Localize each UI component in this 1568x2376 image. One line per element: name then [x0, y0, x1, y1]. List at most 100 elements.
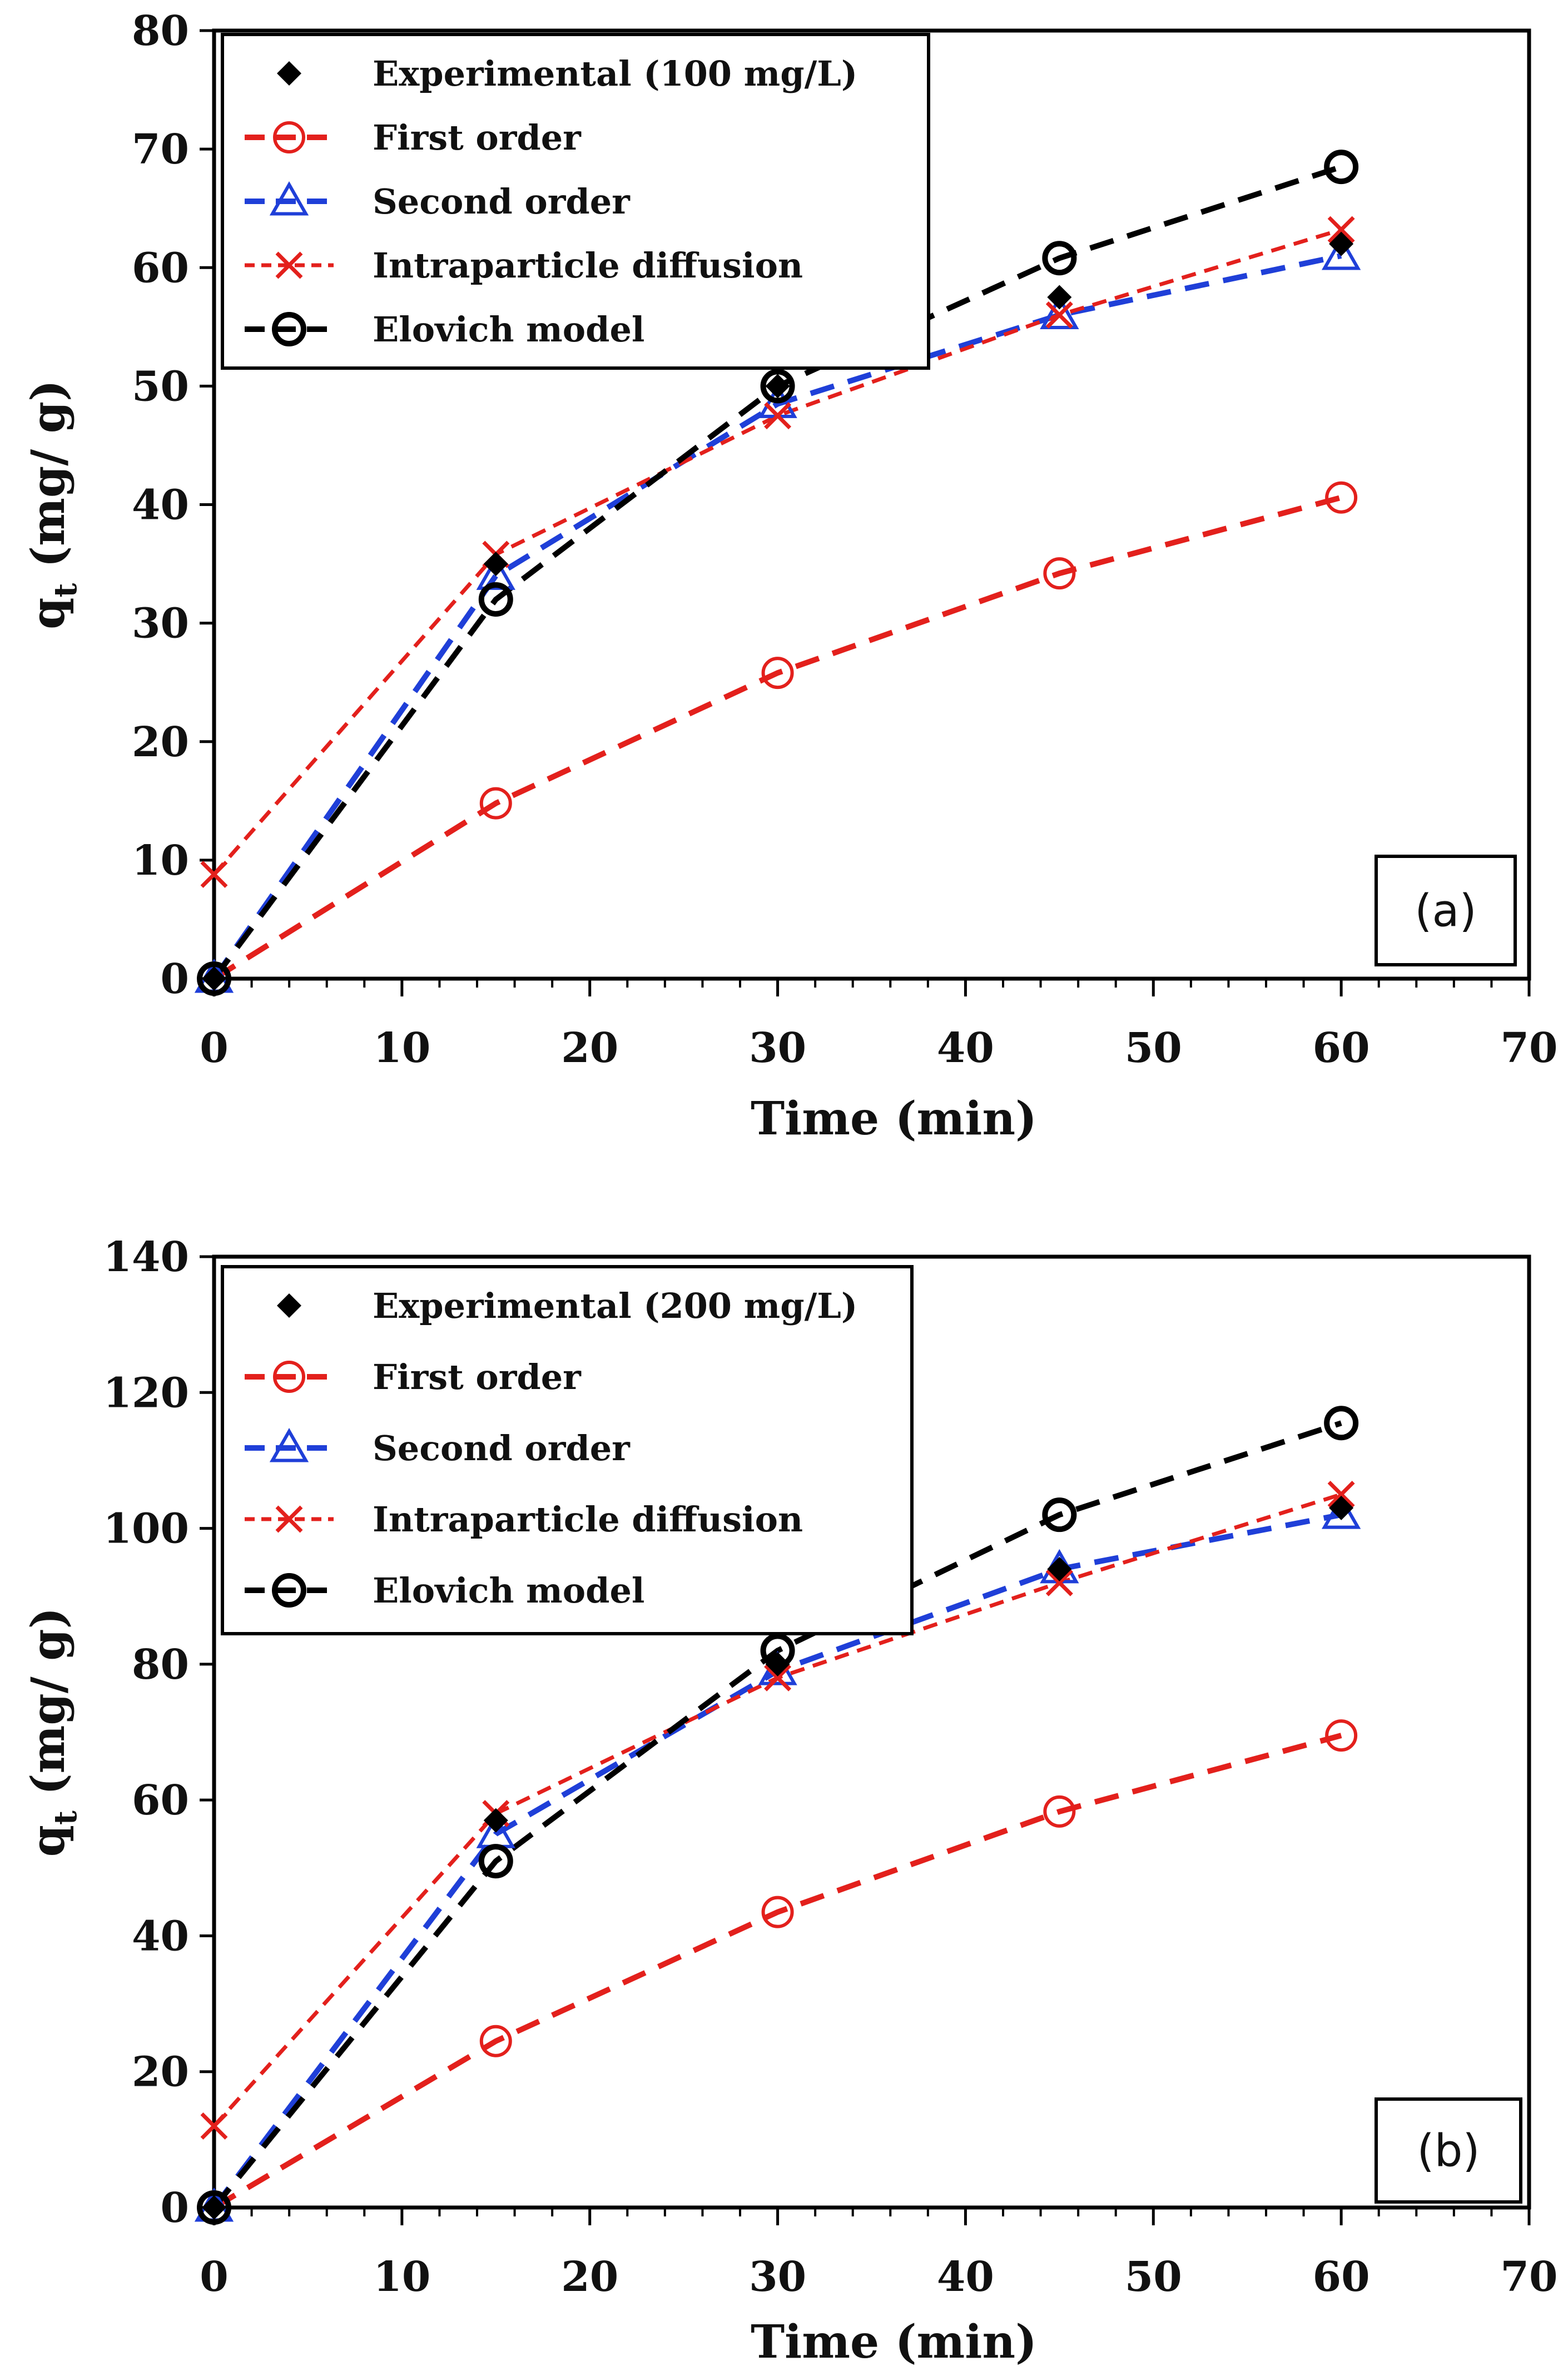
legend-marker-3 — [275, 251, 303, 279]
y-axis-symbol: q — [22, 598, 75, 629]
series-4-point — [478, 1844, 513, 1879]
legend-marker-0 — [277, 1293, 301, 1318]
legend-label-3: Intraparticle diffusion — [373, 1499, 803, 1540]
y-tick-label: 60 — [132, 244, 189, 292]
series-0-point — [1329, 231, 1354, 256]
y-tick-label: 40 — [132, 1912, 189, 1960]
legend-marker-4 — [272, 1573, 306, 1608]
series-3-point — [1327, 1481, 1355, 1508]
legend-label-0: Experimental (100 mg/L) — [373, 53, 857, 94]
series-1-point — [1325, 481, 1358, 514]
series-4-point — [478, 582, 513, 617]
x-tick-label: 60 — [1313, 1024, 1370, 1072]
series-1-point — [479, 787, 512, 820]
x-tick-label: 40 — [937, 1024, 994, 1072]
series-4-point — [1042, 1497, 1077, 1532]
y-axis-symbol: q — [22, 1825, 75, 1857]
y-tick-label: 40 — [132, 482, 189, 529]
y-tick-label: 0 — [161, 2184, 190, 2232]
y-tick-label: 20 — [132, 2048, 189, 2096]
series-0-point — [1329, 1495, 1354, 1520]
x-tick-label: 0 — [200, 1024, 229, 1072]
y-tick-label: 20 — [132, 718, 189, 766]
x-tick-label: 50 — [1125, 1024, 1182, 1072]
x-axis-title: Time (min) — [751, 2315, 1037, 2369]
x-tick-label: 70 — [1501, 2253, 1558, 2301]
y-tick-label: 80 — [132, 7, 189, 55]
y-tick-label: 50 — [132, 363, 189, 410]
chart-panel-a: 0 10 20 30 40 50 60 70 80 0 10 20 30 40 50 60 70 Time (mi… — [22, 7, 1557, 1145]
legend-label-1: First order — [373, 1357, 582, 1397]
series-1-point — [479, 2025, 512, 2057]
series-line-2 — [211, 253, 1342, 980]
legend-label-0: Experimental (200 mg/L) — [373, 1286, 857, 1326]
panel-label: (a) — [1415, 885, 1476, 937]
panel-label-box — [1375, 2097, 1522, 2204]
x-tick-label: 30 — [749, 1024, 806, 1072]
series-3-point — [764, 402, 792, 430]
legend-marker-4 — [272, 312, 306, 346]
series-0-point — [1047, 285, 1072, 310]
series-4-point — [197, 961, 231, 996]
x-tick-label: 30 — [749, 2253, 806, 2301]
series-2-point — [1321, 235, 1361, 270]
y-axis-subscript: t — [47, 583, 84, 598]
legend-marker-1 — [273, 1361, 305, 1393]
legend-label-4: Elovich model — [373, 1570, 644, 1611]
series-2-point — [476, 555, 515, 590]
y-axis-title-text: qt (mg/ g) — [22, 1608, 84, 1857]
legend-marker-2 — [269, 1427, 309, 1462]
series-0-point — [483, 1808, 508, 1833]
legend-marker-2 — [269, 181, 309, 216]
legend-box — [221, 1265, 914, 1635]
series-3-point — [1045, 1569, 1073, 1596]
x-axis-title: Time (min) — [751, 1092, 1037, 1145]
x-tick-label: 20 — [561, 1024, 618, 1072]
panel-label-box — [1375, 855, 1517, 966]
series-1-point — [1043, 1795, 1076, 1828]
series-0-point — [202, 966, 226, 991]
series-2-point — [1321, 1495, 1361, 1529]
series-3-point — [1327, 216, 1355, 244]
series-line-1 — [212, 1733, 1342, 2210]
x-tick-label: 50 — [1125, 2253, 1182, 2301]
legend-label-1: First order — [373, 117, 582, 158]
y-tick-label: 140 — [103, 1233, 189, 1281]
y-tick-label: 100 — [103, 1505, 189, 1553]
series-4-point — [1042, 241, 1077, 276]
x-tick-label: 70 — [1501, 1024, 1558, 1072]
series-4-point — [760, 369, 795, 404]
legend-marker-1 — [273, 121, 305, 153]
legend-label-2: Second order — [373, 181, 631, 222]
series-1-point — [761, 1896, 794, 1928]
plot-frame — [212, 1254, 1531, 2210]
series-3-point — [200, 860, 228, 888]
series-1-point — [1043, 557, 1076, 590]
y-tick-label: 60 — [132, 1777, 189, 1824]
series-1-point — [761, 657, 794, 690]
legend-label-3: Intraparticle diffusion — [373, 245, 803, 286]
y-axis-title: qt (mg/ g) — [22, 1608, 84, 1857]
y-tick-label: 0 — [161, 955, 190, 1003]
series-0-point — [765, 374, 790, 399]
series-0-point — [1047, 1556, 1072, 1581]
y-tick-label: 70 — [132, 126, 189, 173]
series-line-3 — [212, 227, 1342, 876]
legend-marker-0 — [277, 61, 301, 86]
y-tick-label: 120 — [103, 1369, 189, 1417]
series-0-point — [202, 2195, 226, 2220]
y-axis-title-text: qt (mg/ g) — [22, 380, 84, 629]
series-3-point — [200, 2112, 228, 2140]
x-tick-label: 60 — [1313, 2253, 1370, 2301]
series-2-point — [1040, 295, 1079, 329]
series-1-point — [1325, 1719, 1358, 1752]
series-4-point — [197, 2190, 231, 2225]
x-tick-label: 10 — [373, 2253, 430, 2301]
series-4-point — [1324, 1406, 1359, 1441]
legend-box — [221, 33, 930, 370]
x-tick-label: 10 — [373, 1024, 430, 1072]
series-4-point — [1324, 150, 1359, 185]
legend-label-2: Second order — [373, 1428, 631, 1469]
y-tick-label: 10 — [132, 837, 189, 885]
